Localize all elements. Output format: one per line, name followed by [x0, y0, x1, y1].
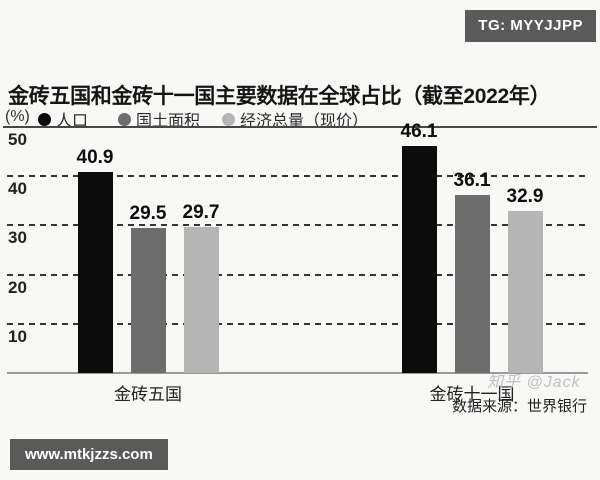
- bar: [507, 211, 543, 373]
- bar-value-label: 29.5: [129, 203, 167, 224]
- x-axis-baseline: [7, 372, 588, 374]
- bar-value-label: 46.1: [400, 121, 438, 142]
- legend-item: 人口: [38, 107, 88, 131]
- y-tick-label: 20: [8, 277, 27, 297]
- legend-dot-icon: [222, 112, 235, 126]
- bar: [130, 228, 166, 373]
- bar: [183, 227, 219, 373]
- legend-dot-icon: [38, 112, 51, 126]
- bar: [77, 172, 113, 373]
- y-axis-unit-label: (%): [5, 108, 30, 125]
- bar: [401, 146, 437, 373]
- bar: [454, 195, 490, 373]
- bar-value-label: 29.7: [182, 202, 220, 223]
- gridline-dashed: [7, 175, 589, 178]
- legend-label: 经济总量（现价）: [240, 113, 369, 130]
- y-tick-label: 30: [8, 228, 27, 248]
- bar-value-label: 36.1: [453, 170, 491, 191]
- gridline-dashed: [7, 273, 589, 276]
- legend-item: 国土面积: [118, 107, 200, 131]
- bar-value-label: 32.9: [506, 186, 544, 207]
- legend-dot-icon: [118, 112, 131, 126]
- watermark: 知乎 @Jack: [487, 374, 581, 391]
- source-note: 数据来源：世界银行: [451, 398, 587, 415]
- legend-item: 经济总量（现价）: [222, 107, 368, 131]
- chart-title: 金砖五国和金砖十一国主要数据在全球占比（截至2022年）: [8, 85, 551, 108]
- gridline-dashed: [7, 224, 589, 227]
- legend-label: 国土面积: [136, 113, 201, 130]
- category-label: 金砖五国: [114, 385, 182, 404]
- bar-value-label: 40.9: [76, 147, 114, 168]
- y-tick-label: 10: [8, 326, 27, 346]
- telegram-badge: TG: MYYJJPP: [465, 10, 596, 42]
- gridline-dashed: [7, 322, 589, 325]
- y-tick-label: 50: [8, 130, 27, 149]
- category-label: 金砖十一国: [429, 385, 515, 404]
- gridline-solid: [3, 126, 597, 128]
- legend: (%) 人口 国土面积 经济总量（现价）: [5, 106, 595, 130]
- legend-label: 人口: [56, 113, 89, 130]
- website-badge: www.mtkjzzs.com: [10, 439, 168, 470]
- y-tick-label: 40: [8, 179, 27, 199]
- plot-area: 10 20 30 40 50 40.9 29.5 29.7 金砖五国 46.1 36.1 32.9 金砖…: [3, 122, 597, 404]
